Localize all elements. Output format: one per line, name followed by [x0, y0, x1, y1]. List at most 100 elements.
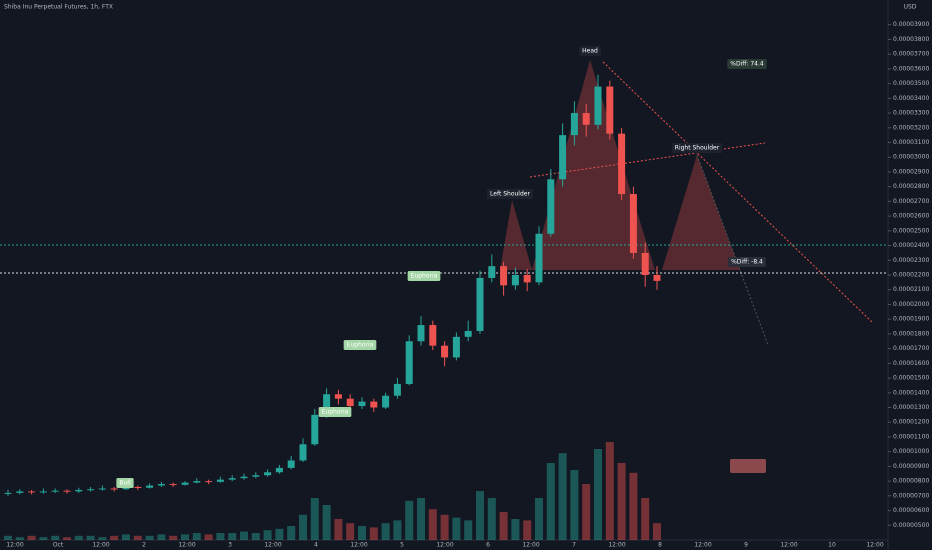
x-tick-label: 9	[744, 542, 748, 549]
volume-bar	[39, 537, 48, 540]
x-tick-label: 12:00	[694, 542, 711, 549]
volume-bar	[27, 535, 36, 540]
candle-body	[429, 325, 437, 346]
candle-body	[535, 233, 543, 283]
candle-body	[393, 383, 401, 396]
annotation-box	[671, 143, 723, 153]
y-tick-label: 0.00002600	[893, 213, 929, 220]
y-tick-label: 0.00001100	[893, 433, 929, 440]
volume-bar	[381, 523, 390, 540]
y-tick-label: 0.00002100	[893, 286, 929, 293]
y-tick-label: 0.00000900	[893, 463, 929, 470]
candle-body	[87, 489, 95, 491]
candle-body	[146, 485, 154, 488]
y-tick-label: 0.00000600	[893, 507, 929, 514]
y-tick-label: 0.00003800	[893, 36, 929, 43]
annotation-box	[487, 189, 533, 199]
candle-body	[51, 490, 59, 492]
x-tick-label: 12:00	[92, 542, 109, 549]
candle-body	[488, 266, 496, 278]
y-tick-label: 0.00000500	[893, 522, 929, 529]
y-tick-label: 0.00002200	[893, 272, 929, 279]
candle-body	[240, 476, 248, 479]
y-tick-label: 0.00003500	[893, 80, 929, 87]
candle-body	[500, 266, 508, 286]
annotation: Euphoria	[411, 273, 438, 280]
candle-body	[63, 490, 71, 492]
head-shape	[532, 60, 655, 270]
y-tick-label: 0.00003400	[893, 95, 929, 102]
candle-body	[334, 394, 342, 399]
candle-body	[287, 460, 295, 468]
x-tick-label: 12:00	[866, 542, 883, 549]
candle-body	[606, 86, 614, 134]
volume-bar	[346, 523, 355, 540]
candle-body	[476, 277, 484, 331]
x-tick-label: 12:00	[436, 542, 453, 549]
candle-body	[523, 275, 531, 283]
volume-bar	[523, 520, 532, 540]
candle-body	[370, 401, 378, 408]
candle-body	[311, 414, 319, 445]
y-tick-label: 0.00001700	[893, 345, 929, 352]
candle-body	[122, 487, 130, 490]
y-tick-label: 0.00003100	[893, 139, 929, 146]
candle-body	[134, 487, 142, 488]
volume-bar	[240, 531, 248, 540]
candle-body	[641, 252, 649, 275]
x-tick-label: 5	[400, 542, 404, 549]
volume-bar	[251, 533, 260, 540]
annotation: Right Shoulder	[675, 145, 720, 152]
volume-bar	[4, 535, 12, 540]
x-tick-label: 6	[486, 542, 490, 549]
volume-bar	[133, 535, 142, 540]
candle-body	[193, 481, 201, 483]
annotation-box	[407, 271, 441, 281]
x-tick-label: 12:00	[350, 542, 367, 549]
volume-bar	[86, 535, 95, 540]
x-tick-label: 8	[658, 542, 662, 549]
volume-bar	[228, 533, 237, 540]
y-tick-label: 0.00000700	[893, 492, 929, 499]
currency: USD	[904, 4, 917, 11]
annotation: Bull	[119, 480, 131, 487]
annotation: Head	[582, 48, 598, 55]
volume-bar	[299, 514, 307, 540]
candle-body	[181, 482, 189, 485]
candle-body	[28, 491, 36, 493]
candle-body	[405, 341, 413, 384]
annotation: %Diff: 74.4	[730, 61, 764, 68]
y-tick-label: 0.00001400	[893, 389, 929, 396]
y-tick-label: 0.00001000	[893, 448, 929, 455]
y-tick-label: 0.00001800	[893, 330, 929, 337]
volume-bar	[74, 535, 83, 540]
volume-bar	[653, 523, 661, 540]
volume-bar	[476, 491, 484, 540]
candle-body	[346, 398, 354, 407]
y-tick-label: 0.00002800	[893, 183, 929, 190]
x-tick-label: 7	[572, 542, 576, 549]
volume-bar	[334, 519, 343, 540]
candle-body	[441, 345, 449, 358]
volume-bar	[511, 519, 520, 540]
annotation-box	[116, 478, 134, 488]
candle-body	[16, 491, 24, 493]
candle-body	[169, 484, 177, 486]
candle-body	[264, 472, 272, 476]
volume-bar	[487, 498, 496, 540]
volume-bar	[358, 526, 366, 540]
volume-bar	[369, 527, 378, 540]
candle-body	[382, 395, 390, 408]
right-shoulder-shape	[662, 155, 740, 270]
projection	[696, 154, 769, 346]
volume-bar	[417, 498, 425, 540]
x-tick-label: 10	[828, 542, 836, 549]
volume-bar	[98, 537, 107, 540]
y-tick-label: 0.00003600	[893, 65, 929, 72]
candle-body	[4, 492, 12, 494]
annotation: %Diff: -8.4	[731, 259, 763, 266]
candle-body	[252, 475, 260, 477]
candle-body	[110, 488, 118, 490]
